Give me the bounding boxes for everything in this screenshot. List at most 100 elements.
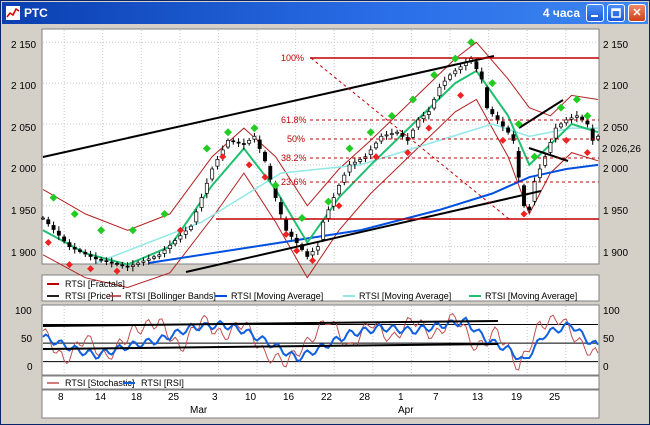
fibonacci-levels: 100% 61.8% 50% 38.2% 23.6% bbox=[216, 53, 599, 220]
osc-tick-label-right: 100 bbox=[603, 306, 620, 317]
fractal-up-marker bbox=[467, 38, 476, 47]
candle-body bbox=[120, 264, 125, 267]
close-button[interactable]: ✕ bbox=[628, 4, 646, 22]
fractal-up-marker bbox=[557, 103, 565, 112]
rsi-line bbox=[42, 316, 599, 363]
candle-body bbox=[400, 133, 405, 137]
fractal-down-marker bbox=[87, 265, 95, 273]
candle-body bbox=[78, 249, 82, 252]
candle-body bbox=[294, 237, 299, 243]
moving-average-line bbox=[42, 69, 599, 266]
candle-body bbox=[289, 231, 294, 237]
candle-body bbox=[167, 244, 172, 249]
window-title: РТС bbox=[24, 6, 48, 20]
candle-body bbox=[516, 151, 521, 178]
minimize-button[interactable] bbox=[586, 4, 604, 22]
fractal-down-marker bbox=[309, 257, 317, 265]
timeframe-label: 4 часа bbox=[542, 6, 580, 20]
candle-body bbox=[173, 240, 178, 245]
candle-body bbox=[162, 249, 167, 254]
fractal-down-marker bbox=[457, 91, 465, 99]
fractal-down-marker bbox=[335, 202, 343, 210]
candle-body bbox=[352, 161, 357, 165]
trend-lines bbox=[42, 55, 569, 273]
price-panel[interactable] bbox=[41, 28, 600, 265]
time-axis: 8 14 18 25 3 10 16 22 28 1 7 13 19 25 Ma… bbox=[58, 392, 561, 416]
candle-body bbox=[56, 230, 61, 236]
price-tick-label-right: 2 000 bbox=[603, 164, 628, 175]
candle-body bbox=[569, 117, 574, 120]
minimize-icon bbox=[591, 15, 598, 17]
fractal-up-marker bbox=[298, 214, 306, 223]
legend-bollinger: RTSI [Bollinger Bands] bbox=[125, 291, 216, 301]
candle-body bbox=[453, 70, 458, 75]
candle-body bbox=[574, 115, 579, 118]
candle-body bbox=[384, 134, 389, 137]
candle-body bbox=[537, 168, 542, 178]
candle-body bbox=[442, 80, 447, 86]
fractal-down-marker bbox=[404, 149, 412, 157]
day-tick-label: 14 bbox=[95, 392, 107, 403]
candle-body bbox=[495, 115, 500, 121]
title-bar[interactable]: РТС 4 часа ✕ bbox=[2, 2, 648, 24]
fractal-up-marker bbox=[70, 209, 79, 218]
day-tick-label: 25 bbox=[168, 392, 180, 403]
maximize-button[interactable] bbox=[607, 4, 625, 22]
legend-price: RTSI [Price] bbox=[65, 291, 113, 301]
chart-app-icon bbox=[6, 6, 20, 20]
candle-body bbox=[585, 120, 590, 125]
month-label-mar: Mar bbox=[190, 405, 208, 416]
candle-body bbox=[88, 254, 93, 257]
candle-body bbox=[548, 142, 553, 153]
fractal-up-marker bbox=[250, 124, 259, 133]
candle-body bbox=[210, 168, 215, 180]
fractal-up-marker bbox=[324, 197, 333, 206]
candle-body bbox=[485, 87, 489, 109]
fractal-markers bbox=[44, 38, 592, 275]
legend-fractals: RTSI [Fractals] bbox=[65, 279, 125, 289]
candle-body bbox=[115, 263, 119, 265]
candle-body bbox=[51, 225, 56, 230]
candle-body bbox=[152, 256, 156, 259]
candle-body bbox=[437, 86, 442, 97]
candle-body bbox=[432, 99, 437, 109]
fractal-down-marker bbox=[520, 210, 528, 218]
day-tick-label: 18 bbox=[131, 392, 143, 403]
fractal-down-marker bbox=[261, 173, 269, 181]
time-axis-panel bbox=[41, 389, 600, 419]
day-tick-label: 22 bbox=[321, 392, 333, 403]
candle-body bbox=[263, 151, 267, 162]
candle-body bbox=[226, 140, 230, 148]
candle-body bbox=[490, 109, 495, 115]
osc-tick-label-left: 50 bbox=[21, 334, 33, 345]
fractal-up-marker bbox=[160, 209, 169, 218]
fractal-down-marker bbox=[245, 161, 253, 169]
fractal-up-marker bbox=[387, 111, 396, 120]
price-tick-label-left: 2 100 bbox=[11, 81, 36, 92]
candle-body bbox=[178, 235, 183, 240]
current-price-label: 2 026,26 bbox=[602, 144, 641, 155]
legend-ma-blue: RTSI [Moving Average] bbox=[231, 291, 323, 301]
fractal-up-marker bbox=[409, 95, 417, 104]
candle-body bbox=[590, 128, 595, 141]
osc-upper-trend-line bbox=[42, 320, 499, 327]
candle-body bbox=[62, 236, 67, 242]
day-tick-label: 7 bbox=[433, 392, 439, 403]
price-tick-label-left: 2 150 bbox=[11, 40, 36, 51]
fib-label-23-6: 23.6% bbox=[281, 177, 307, 187]
candle-body bbox=[448, 74, 452, 80]
fractal-down-marker bbox=[113, 267, 121, 275]
candle-body bbox=[252, 135, 257, 140]
oscillator-panel[interactable] bbox=[41, 304, 600, 376]
fib-label-61-8: 61.8% bbox=[281, 115, 307, 125]
fractal-up-marker bbox=[583, 111, 592, 120]
osc-tick-label-left: 100 bbox=[15, 306, 32, 317]
candle-body bbox=[46, 219, 51, 225]
candle-body bbox=[358, 159, 363, 162]
day-tick-label: 28 bbox=[359, 392, 371, 403]
day-tick-label: 8 bbox=[58, 392, 64, 403]
candle-body bbox=[189, 225, 193, 230]
candle-body bbox=[342, 174, 347, 183]
candle-body bbox=[559, 123, 563, 128]
day-tick-label: 1 bbox=[398, 392, 404, 403]
